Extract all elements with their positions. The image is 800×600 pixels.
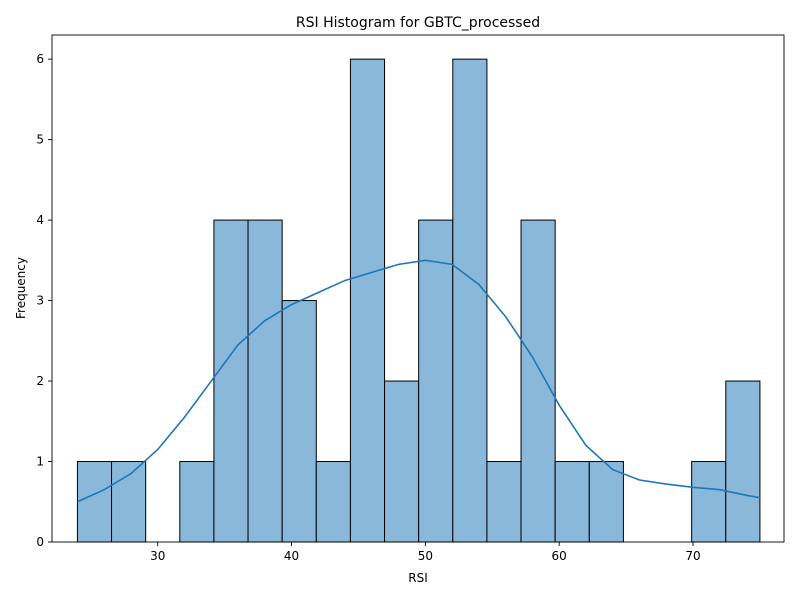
y-tick-label: 6 [36, 52, 44, 66]
x-tick-label: 40 [284, 549, 299, 563]
chart-title: RSI Histogram for GBTC_processed [296, 15, 540, 31]
histogram-bar [76, 461, 113, 543]
plot-frame [51, 34, 785, 543]
y-axis-label: Frequency [14, 257, 28, 319]
histogram-bar [384, 380, 420, 543]
x-axis-ticks: 30 40 50 60 70 [150, 542, 701, 563]
histogram-bar [725, 380, 761, 543]
histogram-bar [691, 461, 727, 543]
x-tick-label: 60 [552, 549, 567, 563]
y-axis-ticks: 0 1 2 3 4 5 6 [36, 52, 52, 549]
histogram-bar [281, 300, 317, 543]
histogram-bar [247, 219, 283, 543]
histogram-bar [315, 461, 351, 543]
histogram-bar [554, 461, 590, 543]
y-tick-label: 1 [36, 455, 44, 469]
kde-curve [77, 259, 761, 503]
histogram-bar [486, 461, 522, 543]
x-tick-label: 70 [685, 549, 700, 563]
y-tick-label: 5 [36, 133, 44, 147]
x-axis-label: RSI [408, 571, 428, 585]
histogram-bar [111, 461, 147, 543]
histogram-bars [76, 58, 761, 543]
histogram-bar [452, 58, 488, 543]
x-tick-label: 50 [418, 549, 433, 563]
y-tick-label: 3 [36, 294, 44, 308]
y-tick-label: 0 [36, 535, 44, 549]
histogram-bar [179, 461, 215, 543]
y-tick-label: 2 [36, 374, 44, 388]
y-tick-label: 4 [36, 213, 44, 227]
histogram-bar [520, 219, 556, 543]
histogram-bar [418, 219, 454, 543]
histogram-bar [213, 219, 249, 543]
histogram-bar [588, 461, 624, 543]
x-tick-label: 30 [150, 549, 165, 563]
histogram-bar [349, 58, 386, 543]
